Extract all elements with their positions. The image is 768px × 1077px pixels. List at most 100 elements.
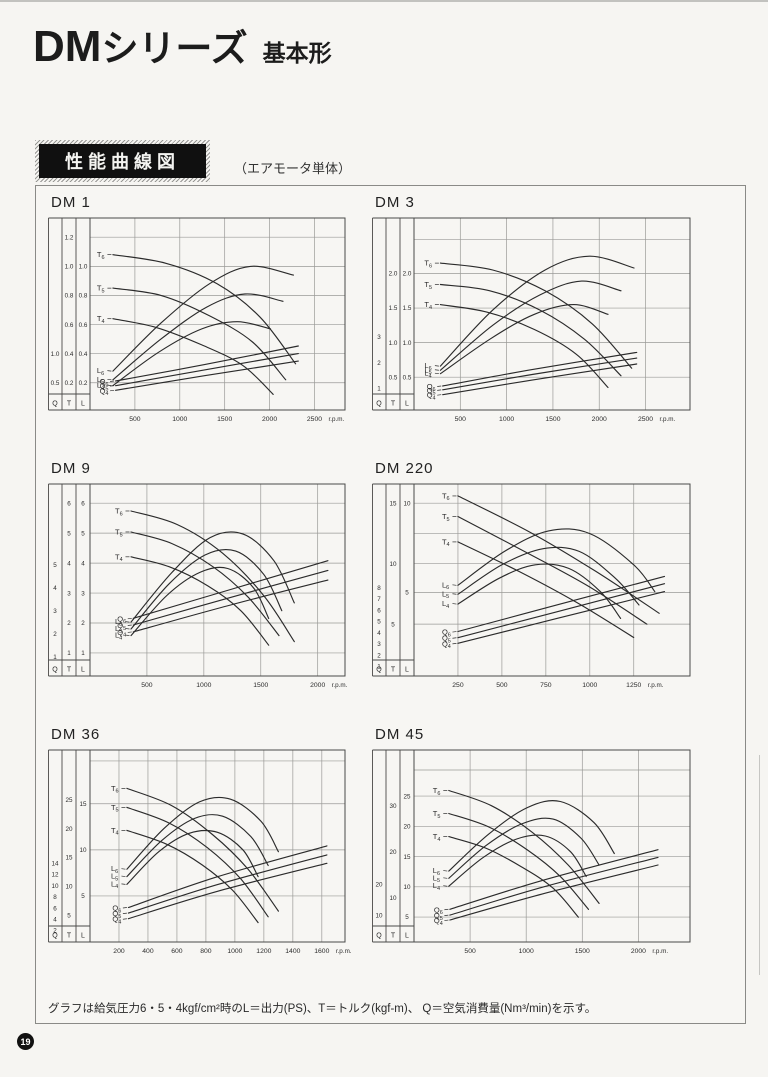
axis-tick: 4 (67, 560, 71, 567)
curve-t4-dm-45 (448, 836, 579, 918)
x-tick: 500 (464, 948, 476, 955)
curve-label-t4-dm-3: T4 (424, 300, 432, 311)
axis-tick: 5 (377, 619, 381, 626)
curve-l4-dm-1 (112, 321, 272, 387)
x-tick: 500 (455, 416, 467, 423)
axis-tick: 0.2 (79, 380, 88, 387)
axis-tick: 1 (377, 664, 381, 671)
chart-title-dm-220: DM 220 (375, 460, 434, 477)
chart-dm-1: DM 1 Q 1.0 0.5 T 1.2 1.0 0.8 0.6 0.4 0.2 L 1.0 0.8 0.6… (48, 194, 372, 460)
curve-t6-dm-36 (126, 787, 279, 912)
chart-title-dm-9: DM 9 (51, 460, 91, 477)
axis-tick: 3 (377, 641, 381, 648)
footer-note: グラフは給気圧力6・5・4kgf/cm²時のL＝出力(PS)、T＝トルク(kgf… (48, 1003, 597, 1015)
axis-tick: 0.5 (389, 374, 398, 381)
x-tick: 1000 (196, 682, 211, 689)
x-tick: 1600 (314, 948, 329, 955)
axis-tick: 8 (377, 585, 381, 592)
axis-tick: 6 (377, 607, 381, 614)
axis-letter-l-dm-220: L (405, 667, 409, 674)
curve-l5-dm-3 (439, 280, 622, 371)
curve-q5-dm-220 (457, 583, 666, 639)
axis-tick: 20 (403, 824, 411, 831)
x-tick: 400 (142, 948, 154, 955)
x-tick: 2500 (307, 416, 322, 423)
x-tick: 750 (540, 682, 552, 689)
curve-label-l4-dm-1: L4 (97, 381, 104, 392)
curve-q6-dm-45 (449, 849, 659, 910)
curve-label-l4-dm-220: L4 (442, 599, 449, 610)
curve-t5-dm-3 (439, 283, 622, 377)
chart-dm-45: DM 45 Q 20 10 T 30 20 10 L 25 20 15 10 5 500 1000 1500 20… (372, 726, 706, 992)
axis-letter-l-dm-1: L (81, 401, 85, 408)
x-unit-label: r.p.m. (652, 948, 668, 955)
curve-l5-dm-45 (448, 817, 600, 879)
curve-l5-dm-220 (457, 546, 640, 606)
x-unit-label: r.p.m. (336, 948, 352, 955)
curve-label-l5-dm-3: L5 (424, 365, 431, 376)
chart-dm-9: DM 9 Q 5 4 3 2 1 T 6 5 4 3 2 1 L 6 5 4 3 2 1 500 1000 1500 2000 r… (48, 460, 372, 726)
curve-label-q4-dm-3: Q4 (427, 391, 436, 402)
chart-plot-dm-220: Q 8 7 6 5 4 3 2 1 T 15 10 5 L 10 5 250 500 750 1000 1250 r.p.… (372, 483, 691, 689)
axis-tick: 2.0 (389, 271, 398, 278)
chart-plot-dm-1: Q 1.0 0.5 T 1.2 1.0 0.8 0.6 0.4 0.2 L 1.0 0.8 0.6 0.4 0… (48, 217, 346, 423)
curve-label-q4-dm-9: Q4 (117, 628, 126, 639)
chart-dm-220: DM 220 Q 8 7 6 5 4 3 2 1 T 15 10 5 L 10 5 250 500 750 1000 12… (372, 460, 706, 726)
axis-tick: 3 (377, 334, 381, 341)
axis-tick: 5 (81, 893, 85, 900)
curve-t6-dm-9 (130, 510, 295, 643)
curve-label-t5-dm-45: T5 (433, 809, 441, 820)
curve-label-l4-dm-3: L4 (424, 369, 431, 380)
curve-label-l4-dm-36: L4 (111, 879, 118, 890)
curve-q6-dm-9 (132, 560, 329, 619)
x-tick: 2000 (262, 416, 277, 423)
curve-label-t6-dm-36: T6 (111, 784, 119, 795)
curve-label-q6-dm-220: Q6 (442, 628, 451, 639)
curve-label-l6-dm-45: L6 (433, 866, 440, 877)
axis-tick: 3 (67, 590, 71, 597)
axis-letter-t-dm-1: T (67, 401, 72, 408)
curve-label-q6-dm-36: Q6 (112, 904, 121, 915)
charts-grid: DM 1 Q 1.0 0.5 T 1.2 1.0 0.8 0.6 0.4 0.2 L 1.0 0.8 0.6… (36, 186, 745, 992)
axis-tick: 0.8 (65, 293, 74, 300)
curve-q6-dm-1 (115, 345, 299, 382)
curve-q5-dm-36 (127, 854, 328, 914)
axis-tick: 1.0 (51, 351, 60, 358)
chart-dm-36: DM 36 Q 14 12 10 8 6 4 2 T 25 20 15 10 5 L 15 10 5 200 400 60… (48, 726, 372, 992)
x-tick: 1000 (519, 948, 534, 955)
axis-tick: 5 (67, 530, 71, 537)
axis-tick: 15 (389, 500, 397, 507)
axis-tick: 3 (81, 590, 85, 597)
curve-q4-dm-220 (457, 591, 666, 644)
axis-letter-q-dm-220: Q (376, 667, 382, 674)
axis-tick: 5 (405, 914, 409, 921)
axis-tick: 1.0 (403, 340, 412, 347)
curve-label-l5-dm-36: L5 (111, 872, 118, 883)
chart-title-dm-45: DM 45 (375, 726, 425, 743)
curve-label-l4-dm-45: L4 (433, 881, 440, 892)
curve-label-q5-dm-36: Q5 (112, 909, 121, 920)
axis-tick: 0.8 (79, 293, 88, 300)
axis-tick: 10 (65, 884, 73, 891)
axis-tick: 10 (389, 561, 397, 568)
axis-tick: 30 (389, 803, 397, 810)
curve-t5-dm-220 (457, 515, 648, 625)
section-label: 性能曲線図 (39, 144, 206, 178)
curve-label-t6-dm-3: T6 (424, 259, 432, 270)
curve-label-t6-dm-9: T6 (115, 506, 123, 517)
page-title: DMシリーズ 基本形 (33, 18, 332, 72)
x-tick: 2500 (638, 416, 653, 423)
axis-letter-t-dm-9: T (67, 667, 72, 674)
curve-q5-dm-45 (449, 856, 659, 916)
chart-title-dm-3: DM 3 (375, 194, 415, 211)
curve-l5-dm-36 (126, 813, 269, 878)
curve-label-t4-dm-1: T4 (97, 314, 105, 325)
curve-q5-dm-3 (442, 357, 638, 391)
x-tick: 2000 (310, 682, 325, 689)
axis-tick: 20 (375, 882, 383, 889)
axis-tick: 5 (81, 530, 85, 537)
axis-tick: 1 (377, 386, 381, 393)
scan-top-edge (0, 0, 768, 2)
curve-q6-dm-36 (127, 845, 328, 909)
x-tick: 1400 (285, 948, 300, 955)
